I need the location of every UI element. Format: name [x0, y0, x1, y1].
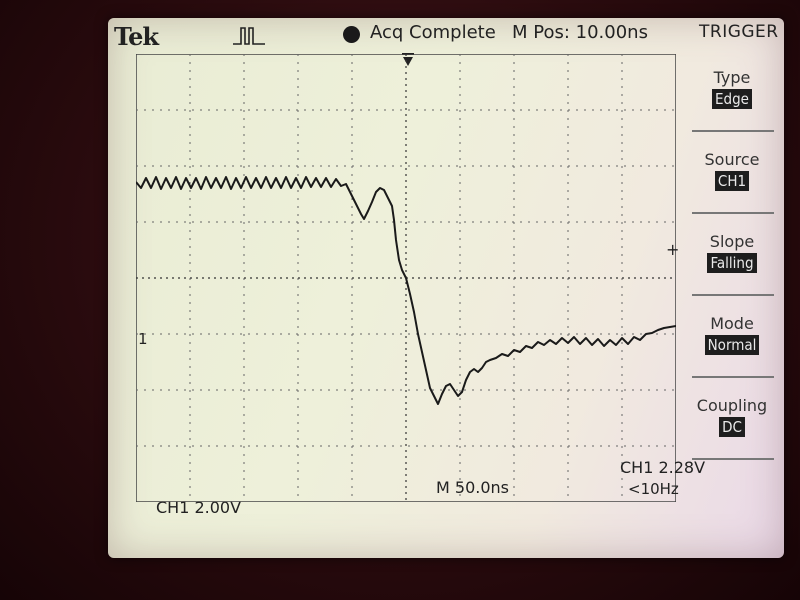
- menu-divider: [692, 294, 774, 296]
- menu-item-slope-label: Slope: [709, 232, 755, 251]
- horizontal-position: M Pos: 10.00ns: [512, 22, 648, 43]
- channel-ground-marker: 1: [138, 330, 148, 348]
- menu-item-mode-label: Mode: [710, 314, 754, 333]
- trigger-menu-title: TRIGGER: [699, 22, 779, 42]
- menu-item-type[interactable]: Type Edge: [686, 68, 778, 109]
- menu-item-type-label: Type: [713, 68, 751, 87]
- trigger-frequency-readout: <10Hz: [628, 480, 679, 498]
- menu-item-mode[interactable]: Mode Normal: [686, 314, 778, 355]
- trigger-level-readout: CH1 2.28V: [620, 458, 706, 477]
- menu-item-coupling-value: DC: [719, 417, 745, 437]
- oscilloscope-screen: Tek Acq Complete M Pos: 10.00ns TRIGGER: [108, 18, 784, 558]
- trigger-pulse-icon: [233, 27, 265, 45]
- brand-logo: Tek: [114, 22, 159, 51]
- menu-divider: [692, 130, 774, 132]
- acquisition-status: Acq Complete: [370, 22, 496, 43]
- menu-item-source-value: CH1: [714, 171, 750, 191]
- acquisition-status-dot-icon: [343, 26, 360, 43]
- channel-scale-readout: CH1 2.00V: [156, 498, 242, 517]
- menu-item-type-value: Edge: [712, 89, 752, 109]
- trigger-side-menu: Type Edge Source CH1 Slope Falling Mode …: [686, 62, 778, 482]
- menu-divider: [692, 458, 774, 460]
- menu-item-slope[interactable]: Slope Falling: [686, 232, 778, 273]
- menu-divider: [692, 212, 774, 214]
- menu-item-source-label: Source: [704, 150, 760, 169]
- menu-item-slope-value: Falling: [707, 253, 757, 273]
- menu-item-mode-value: Normal: [704, 335, 760, 355]
- menu-item-coupling[interactable]: Coupling DC: [686, 396, 778, 437]
- menu-item-source[interactable]: Source CH1: [686, 150, 778, 191]
- waveform-graticule: [136, 54, 676, 502]
- menu-divider: [692, 376, 774, 378]
- waveform-trace: [136, 176, 676, 405]
- timebase-readout: M 50.0ns: [436, 478, 509, 497]
- menu-item-coupling-label: Coupling: [696, 396, 768, 415]
- trigger-level-marker: +: [666, 240, 680, 259]
